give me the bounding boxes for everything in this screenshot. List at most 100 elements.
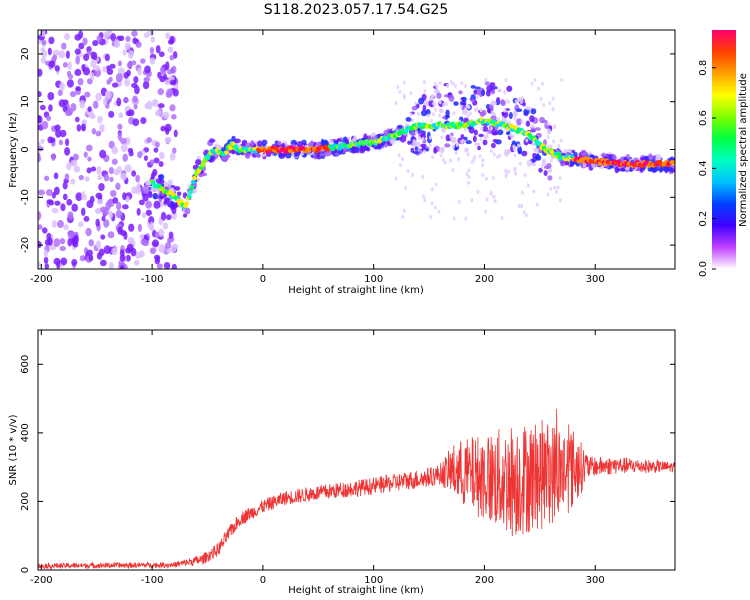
spectrogram-spread-blob <box>474 142 481 146</box>
spectrogram-noise-blob <box>173 129 178 138</box>
spectrogram-faint-blob <box>423 89 427 94</box>
spectrogram-x-label: Height of straight line (km) <box>288 285 424 296</box>
spectrogram-faint-blob <box>517 143 521 148</box>
colorbar-ticks: 0.0 0.2 0.4 0.6 0.8 <box>698 60 716 277</box>
spectrogram-noise-blob <box>46 115 52 122</box>
spectrogram-faint-blob <box>394 101 398 106</box>
spectrogram-spread-blob <box>221 156 227 162</box>
spectrogram-noise-blob <box>149 221 154 230</box>
spectrogram-spread-blob <box>463 136 468 141</box>
x-tick-label: 100 <box>364 274 383 285</box>
spectrogram-faint-blob <box>501 116 505 121</box>
spectrogram-faint-blob <box>535 202 539 207</box>
spectrogram-spread-blob <box>484 81 490 86</box>
spectrogram-noise-blob <box>81 191 86 199</box>
spectrogram-ridge-mark <box>672 160 675 166</box>
spectrogram-spread-blob <box>461 96 467 103</box>
spectrogram-faint-blob <box>546 192 550 197</box>
spectrogram-spread-blob <box>411 106 418 111</box>
spectrogram-spread-blob <box>538 167 543 173</box>
spectrogram-spread-blob <box>458 90 463 95</box>
spectrogram-noise-blob <box>169 79 177 86</box>
spectrogram-spread-blob <box>436 92 442 99</box>
spectrogram-spread-blob <box>541 120 549 124</box>
spectrogram-noise-blob <box>67 61 72 70</box>
spectrogram-noise-blob <box>44 263 50 269</box>
colorbar-tick-label: 0.0 <box>698 261 709 277</box>
spectrogram-noise-blob <box>115 210 123 219</box>
spectrogram-ridge-mark <box>597 161 603 166</box>
spectrogram-faint-blob <box>451 81 455 86</box>
spectrogram-faint-blob <box>431 112 435 117</box>
spectrogram-noise-blob <box>157 88 165 96</box>
spectrogram-noise-blob <box>78 42 85 50</box>
spectrogram-noise-blob <box>38 261 42 268</box>
spectrogram-faint-blob <box>423 198 427 203</box>
spectrogram-spread-blob <box>546 163 552 169</box>
spectrogram-noise-blob <box>150 36 155 44</box>
x-tick-label: -100 <box>141 575 164 586</box>
spectrogram-ridge-mark <box>188 189 194 195</box>
spectrogram-faint-blob <box>449 158 453 163</box>
spectrogram-noise-blob <box>109 176 114 183</box>
spectrogram-spread-blob <box>496 88 503 93</box>
spectrogram-noise-blob <box>103 245 111 255</box>
spectrogram-noise-blob <box>143 76 151 82</box>
spectrogram-faint-blob <box>394 176 398 181</box>
spectrogram-faint-blob <box>520 204 524 209</box>
spectrogram-faint-blob <box>553 123 557 128</box>
spectrogram-faint-blob <box>548 101 552 106</box>
spectrogram-spread-blob <box>256 140 263 147</box>
spectrogram-faint-blob <box>540 164 544 169</box>
spectrogram-spread-blob <box>535 154 542 161</box>
spectrogram-noise-blob <box>74 48 81 55</box>
spectrogram-noise-blob <box>162 222 169 230</box>
spectrogram-noise-blob <box>53 238 61 247</box>
x-tick-label: 200 <box>475 575 494 586</box>
colorbar-label: Normalized spectral amplitude <box>738 73 749 227</box>
spectrogram-ridge-mark <box>151 180 156 185</box>
spectrogram-spread-blob <box>276 140 282 146</box>
spectrogram-faint-blob <box>546 135 550 140</box>
spectrogram-noise-blob <box>103 173 110 182</box>
spectrogram-noise-blob <box>127 49 134 59</box>
spectrogram-noise-blob <box>70 178 76 185</box>
y-tick-label: 20 <box>20 48 31 61</box>
spectrogram-spread-blob <box>182 213 188 218</box>
spectrogram-noise-blob <box>132 118 140 127</box>
spectrogram-spread-blob <box>640 156 646 161</box>
spectrogram-noise-blob <box>133 259 140 266</box>
y-tick-label: 600 <box>20 355 31 374</box>
spectrogram-spread-blob <box>451 136 457 144</box>
spectrogram-noise-blob <box>108 110 115 118</box>
spectrogram-spread-blob <box>159 179 165 184</box>
spectrogram-noise-blob <box>102 66 107 73</box>
snr-series-line <box>38 408 675 570</box>
spectrogram-noise-blob <box>63 224 69 231</box>
spectrogram-noise-blob <box>142 185 150 194</box>
spectrogram-noise-blob <box>38 146 44 152</box>
spectrogram-noise-blob <box>133 103 138 110</box>
spectrogram-noise-blob <box>158 161 164 167</box>
spectrogram-spread-blob <box>443 94 449 98</box>
spectrogram-faint-blob <box>512 144 516 149</box>
spectrogram-spread-blob <box>496 129 504 136</box>
spectrogram-faint-blob <box>503 90 507 95</box>
spectrogram-spread-blob <box>300 152 305 156</box>
spectrogram-faint-blob <box>531 124 535 129</box>
spectrogram-ridge-mark <box>186 194 192 199</box>
x-tick-label: 0 <box>260 575 266 586</box>
spectrogram-noise-blob <box>38 141 41 148</box>
spectrogram-faint-blob <box>507 169 511 174</box>
spectrogram-noise-blob <box>96 35 102 42</box>
spectrogram-spread-blob <box>423 100 430 107</box>
spectrogram-noise-blob <box>89 113 96 120</box>
spectrogram-spread-blob <box>648 154 654 161</box>
spectrogram-faint-blob <box>418 136 422 141</box>
spectrogram-spread-blob <box>366 147 371 152</box>
spectrogram-noise-blob <box>96 166 102 175</box>
spectrogram-faint-blob <box>553 185 557 190</box>
spectrogram-spread-blob <box>481 89 485 97</box>
spectrogram-spread-blob <box>482 125 489 132</box>
